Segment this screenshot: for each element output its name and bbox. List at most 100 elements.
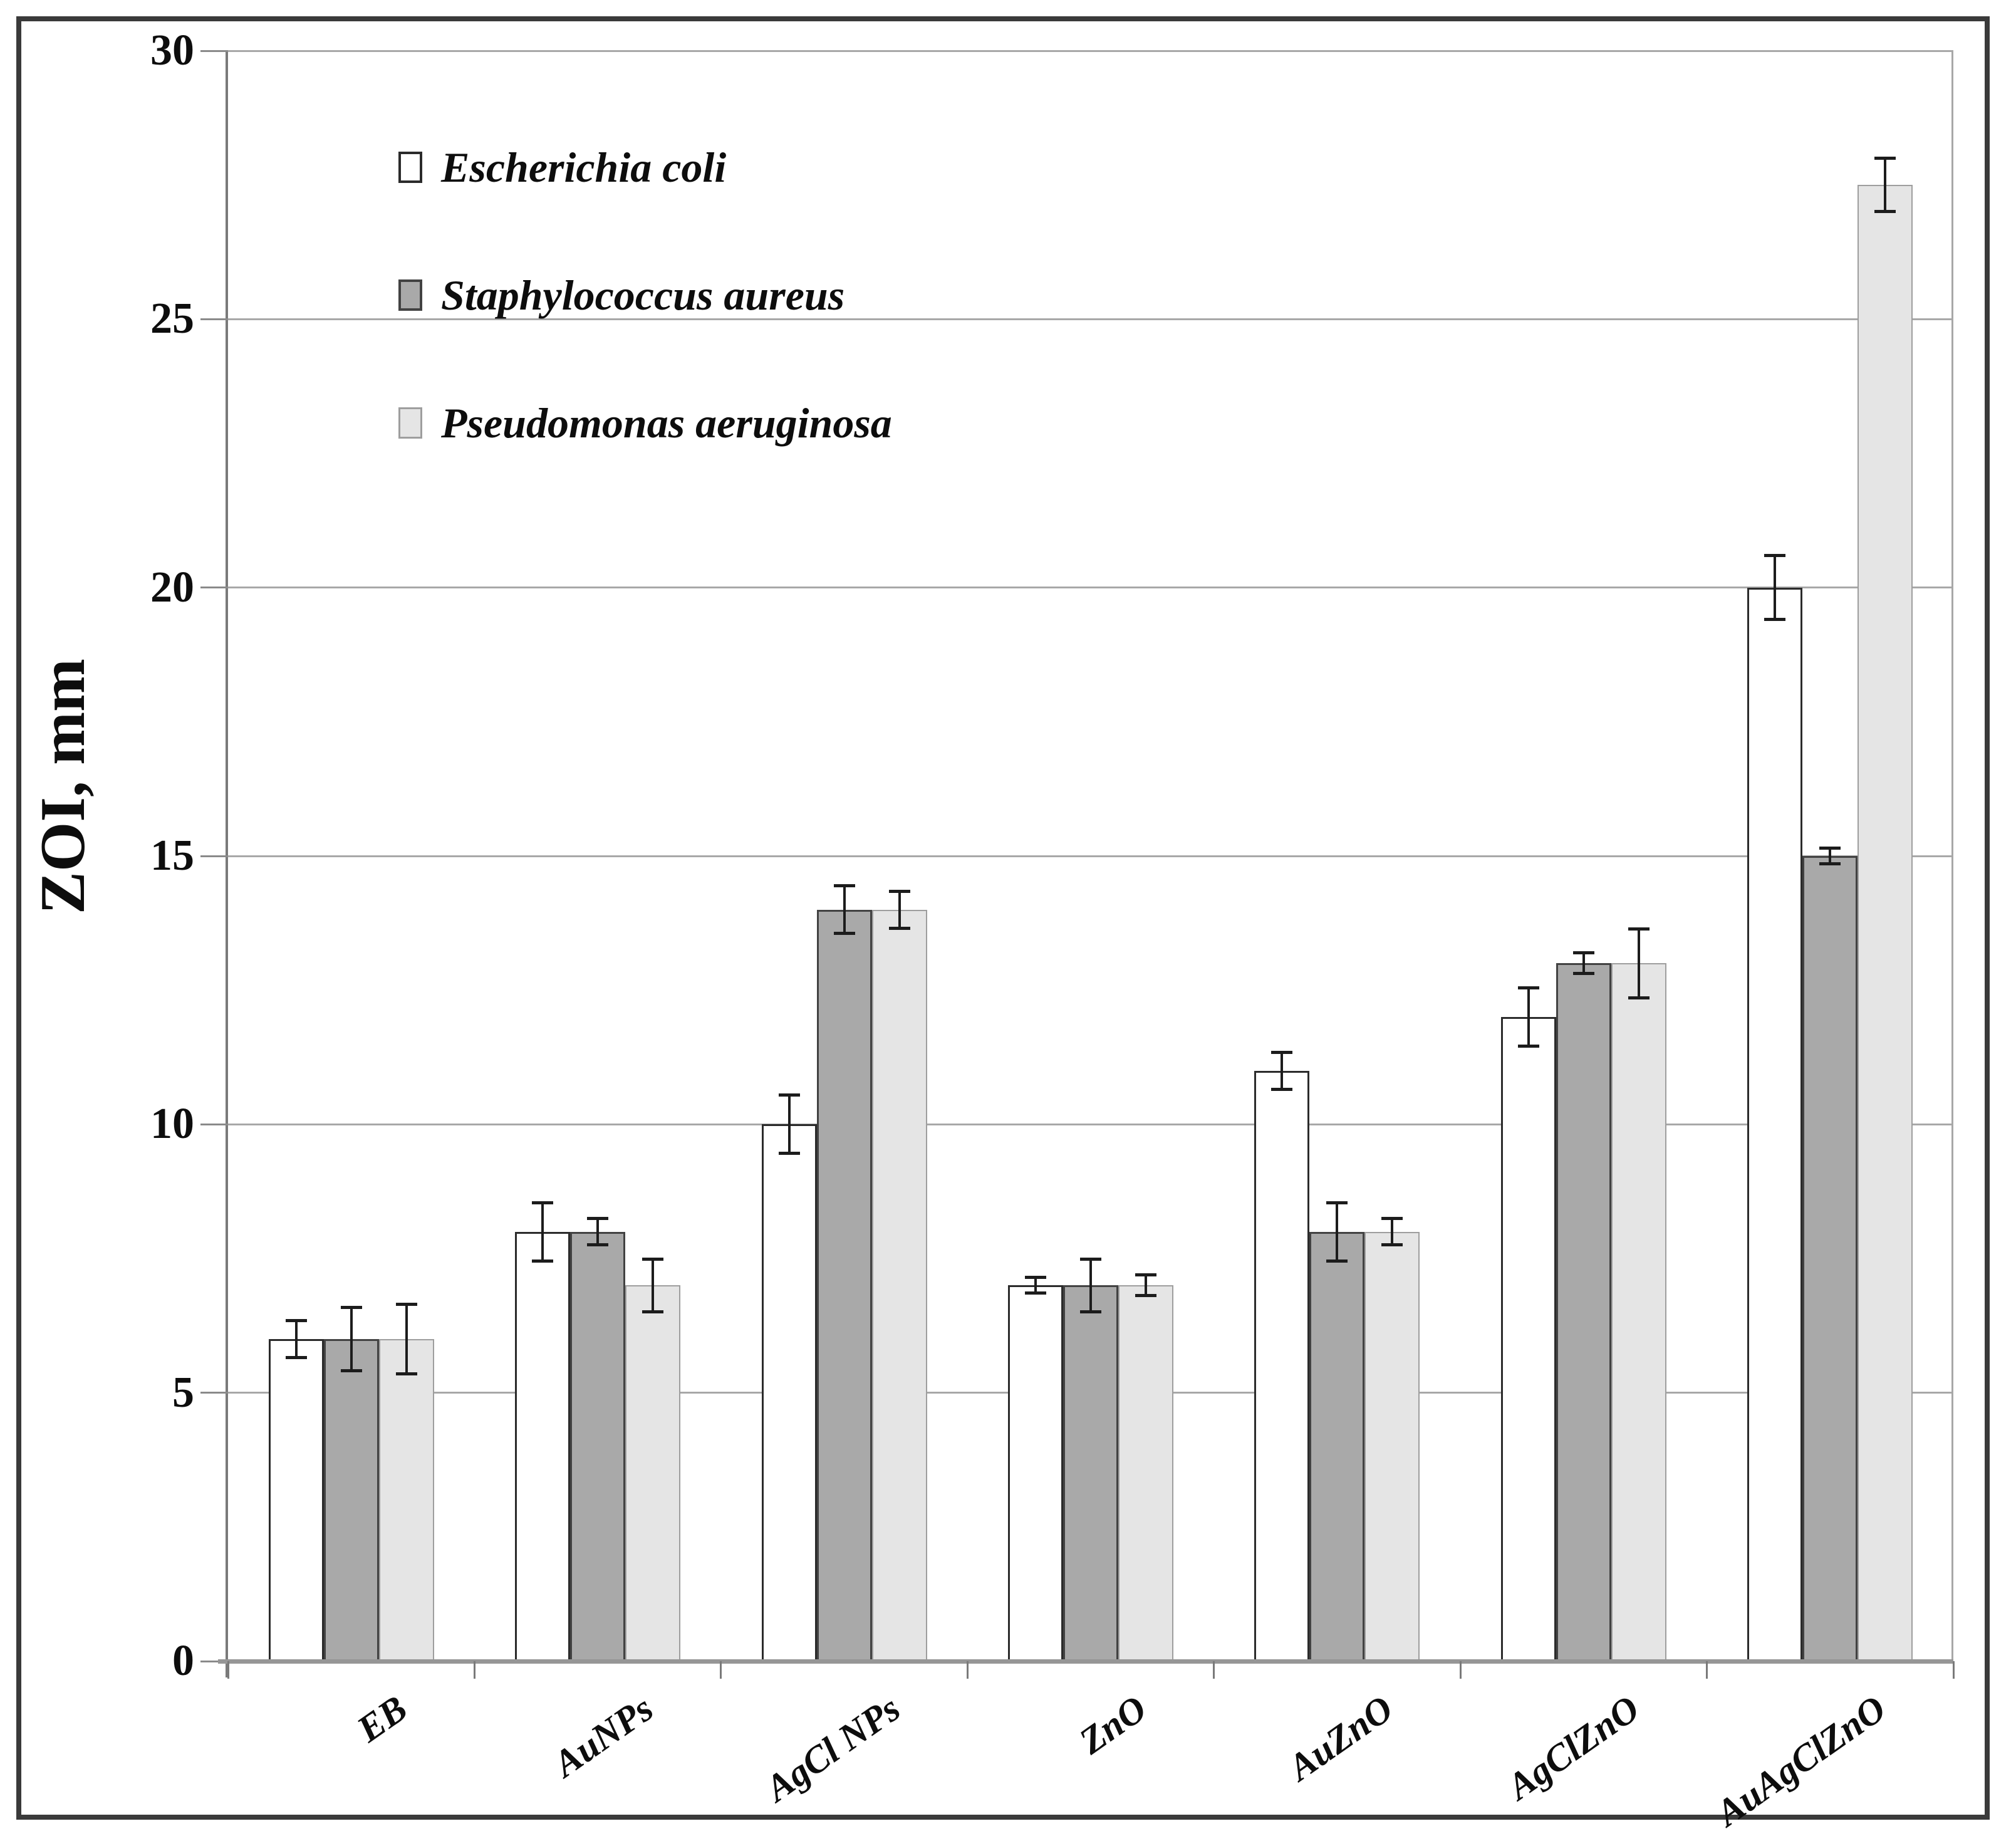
legend-swatch-ecoli — [398, 152, 422, 183]
bar-AgCl-NPs-s0 — [761, 1124, 817, 1661]
bar-AuZnO-s2 — [1364, 1231, 1420, 1661]
error-bar-cap — [395, 1372, 417, 1375]
gridline — [228, 318, 1953, 320]
error-bar-cap — [833, 884, 855, 888]
error-bar-cap — [1819, 847, 1841, 850]
y-tick-label: 5 — [172, 1368, 194, 1417]
error-bar-cap — [778, 1152, 800, 1155]
x-category-label: AuAgClZnO — [1708, 1687, 1893, 1834]
error-bar-line — [1637, 928, 1640, 998]
bar-AuNPs-s1 — [570, 1231, 626, 1661]
y-axis-line — [226, 51, 228, 1677]
error-bar-cap — [1271, 1050, 1293, 1054]
error-bar-cap — [833, 932, 855, 936]
error-bar-line — [1582, 952, 1585, 974]
error-bar-line — [1145, 1275, 1147, 1296]
y-axis-title: ZOI, mm — [27, 659, 98, 914]
gridline — [228, 1123, 1953, 1125]
gridline — [228, 50, 1953, 52]
error-bar-cap — [888, 926, 910, 930]
gridline — [228, 855, 1953, 857]
error-bar-cap — [340, 1305, 362, 1309]
error-bar-cap — [1572, 951, 1594, 955]
error-bar-cap — [1025, 1276, 1046, 1280]
bar-ZnO-s1 — [1063, 1285, 1118, 1661]
plot-right-border — [1951, 51, 1953, 1661]
error-bar-cap — [1381, 1243, 1403, 1247]
error-bar-line — [843, 885, 846, 934]
y-axis-tick — [200, 587, 228, 589]
bar-AgCl-NPs-s1 — [816, 909, 872, 1661]
error-bar-line — [898, 890, 901, 929]
y-axis-tick — [200, 855, 228, 857]
error-bar-cap — [1874, 210, 1896, 213]
error-bar-line — [652, 1258, 655, 1313]
bar-AgClZnO-s1 — [1556, 963, 1611, 1661]
x-axis-tick — [1706, 1661, 1708, 1679]
legend-swatch-paeruginosa — [398, 407, 422, 439]
bar-AuZnO-s1 — [1309, 1231, 1365, 1661]
x-category-label: ZnO — [1071, 1687, 1154, 1762]
error-bar-line — [596, 1218, 600, 1246]
bar-ZnO-s2 — [1118, 1285, 1173, 1661]
error-bar-cap — [1135, 1273, 1156, 1277]
error-bar-cap — [1764, 554, 1786, 558]
legend-item: Staphylococcus aureus — [398, 273, 892, 317]
error-bar-cap — [1080, 1310, 1101, 1314]
error-bar-cap — [1025, 1291, 1046, 1295]
error-bar-line — [1884, 158, 1887, 212]
bar-EB-s2 — [378, 1339, 434, 1661]
y-tick-label: 25 — [150, 295, 194, 343]
error-bar-line — [1527, 987, 1530, 1047]
x-axis-tick — [227, 1661, 229, 1679]
x-category-label: AgClZnO — [1499, 1687, 1647, 1808]
error-bar-cap — [1517, 1045, 1539, 1048]
error-bar-cap — [587, 1217, 609, 1221]
bar-AgClZnO-s2 — [1611, 963, 1666, 1661]
error-bar-line — [541, 1202, 544, 1261]
bar-EB-s1 — [323, 1339, 379, 1661]
error-bar-cap — [1572, 972, 1594, 976]
error-bar-cap — [1080, 1257, 1101, 1261]
error-bar-line — [1774, 555, 1777, 620]
error-bar-cap — [1628, 927, 1650, 931]
error-bar-line — [350, 1306, 353, 1372]
legend-item: Pseudomonas aeruginosa — [398, 401, 892, 445]
x-axis-tick — [473, 1661, 475, 1679]
legend-item: Escherichia coli — [398, 145, 892, 189]
legend: Escherichia coli Staphylococcus aureus P… — [398, 145, 892, 445]
error-bar-cap — [642, 1310, 664, 1314]
error-bar-line — [1391, 1218, 1394, 1246]
error-bar-cap — [1628, 996, 1650, 1000]
error-bar-cap — [532, 1201, 554, 1204]
error-bar-cap — [888, 889, 910, 893]
y-tick-label: 30 — [150, 26, 194, 75]
error-bar-cap — [1326, 1201, 1348, 1204]
y-tick-label: 15 — [150, 832, 194, 880]
x-axis-line — [218, 1659, 1953, 1664]
x-category-label: AuNPs — [546, 1687, 661, 1785]
x-category-label: AgCl NPs — [757, 1687, 908, 1810]
y-axis-tick — [200, 1660, 228, 1662]
x-axis-tick — [1459, 1661, 1462, 1679]
error-bar-cap — [395, 1303, 417, 1306]
error-bar-cap — [1271, 1087, 1293, 1091]
y-axis-tick — [200, 1123, 228, 1125]
bar-AuNPs-s2 — [625, 1285, 681, 1661]
error-bar-cap — [1135, 1294, 1156, 1298]
x-axis-tick — [1952, 1661, 1955, 1679]
bar-ZnO-s0 — [1008, 1285, 1063, 1661]
error-bar-cap — [1874, 157, 1896, 160]
error-bar-cap — [532, 1259, 554, 1263]
error-bar-line — [1089, 1258, 1092, 1313]
bar-EB-s0 — [268, 1339, 324, 1661]
error-bar-cap — [285, 1355, 307, 1359]
legend-label-paeruginosa: Pseudomonas aeruginosa — [441, 399, 892, 447]
bar-AgCl-NPs-s2 — [871, 909, 927, 1661]
bar-AuAgClZnO-s1 — [1802, 856, 1858, 1661]
gridline — [228, 587, 1953, 589]
legend-label-saureus: Staphylococcus aureus — [441, 271, 845, 319]
y-axis-tick — [200, 50, 228, 52]
error-bar-line — [1829, 848, 1832, 864]
x-axis-tick — [1213, 1661, 1215, 1679]
